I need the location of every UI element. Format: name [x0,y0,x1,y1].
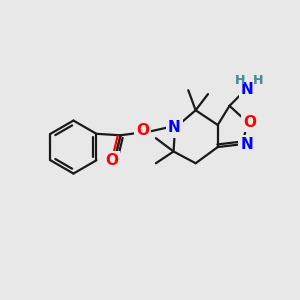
Text: O: O [136,123,149,138]
Text: H: H [253,74,263,87]
Text: O: O [243,115,256,130]
Text: N: N [241,82,253,97]
Text: N: N [168,120,181,135]
Text: N: N [240,137,253,152]
Text: N: N [240,137,253,152]
Text: H: H [235,74,246,87]
Text: O: O [105,153,118,168]
Text: N: N [168,120,181,135]
Text: O: O [105,153,118,168]
Text: H: H [235,74,246,87]
Text: O: O [243,115,256,130]
Text: N: N [241,82,253,97]
Text: O: O [136,123,149,138]
Text: H: H [253,74,263,87]
